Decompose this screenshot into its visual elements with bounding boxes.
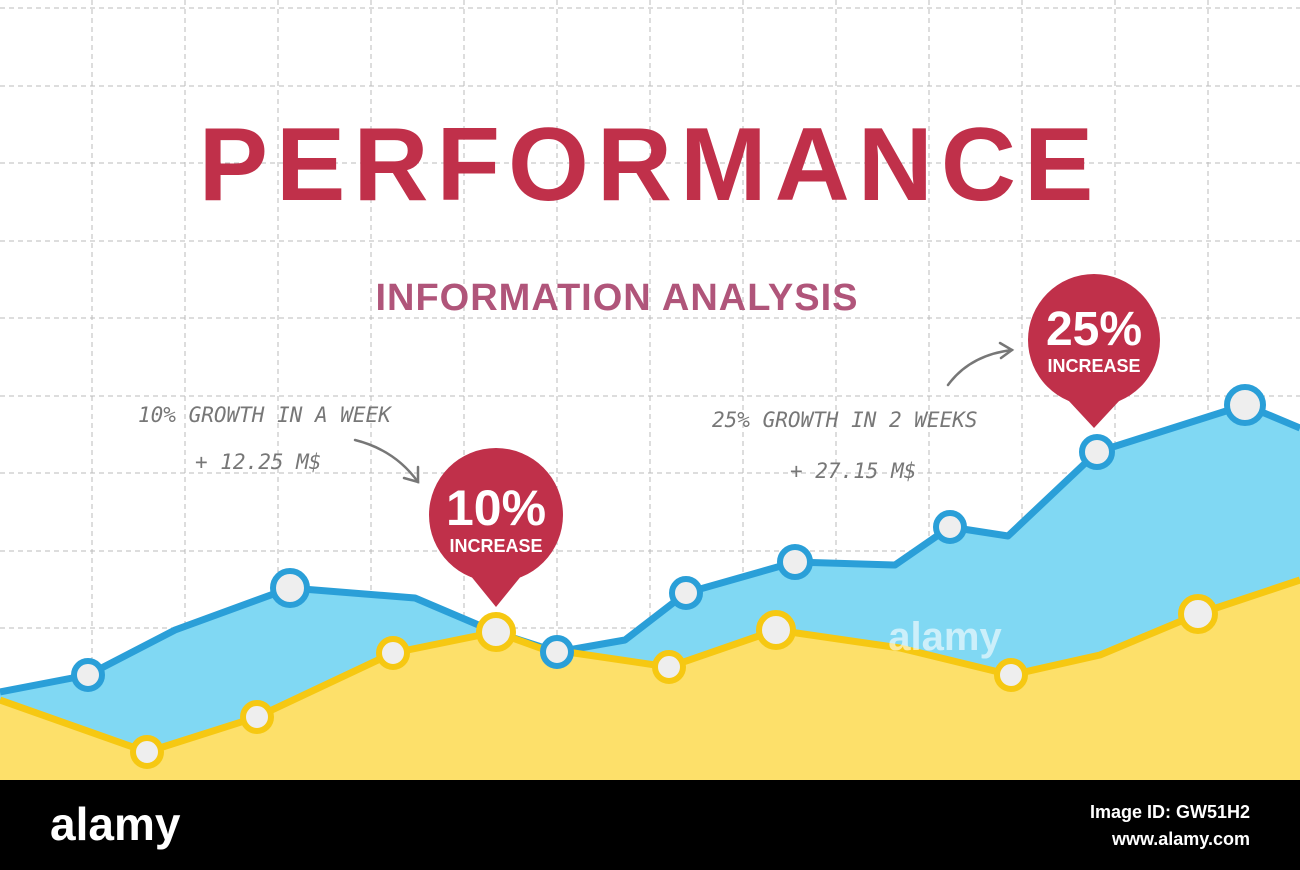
note: 25% GROWTH IN 2 WEEKS: [712, 408, 978, 432]
footer: [0, 780, 1300, 870]
footer-logo: alamy: [50, 798, 181, 850]
note: 10% GROWTH IN A WEEK: [138, 403, 392, 427]
blue-dots: [71, 384, 1266, 692]
image-id: Image ID: GW51H2: [1090, 802, 1250, 822]
callout-25: 25% INCREASE: [1028, 274, 1160, 428]
blue-line: [0, 401, 1300, 696]
callout-label: INCREASE: [449, 536, 542, 556]
callout-label: INCREASE: [1047, 356, 1140, 376]
watermark: alamy: [888, 615, 1002, 659]
note: + 12.25 M$: [195, 450, 321, 474]
yellow-dots: [130, 594, 1218, 769]
title: PERFORMANCE: [199, 107, 1102, 223]
subtitle: INFORMATION ANALYSIS: [375, 277, 858, 319]
callout-10: 10% INCREASE: [429, 448, 563, 607]
yellow-area: [0, 580, 1300, 780]
callout-value: 10%: [446, 480, 546, 536]
footer-url: www.alamy.com: [1111, 829, 1250, 849]
note: + 27.15 M$: [790, 459, 916, 483]
arrows: [353, 341, 1015, 484]
callout-value: 25%: [1046, 303, 1142, 356]
